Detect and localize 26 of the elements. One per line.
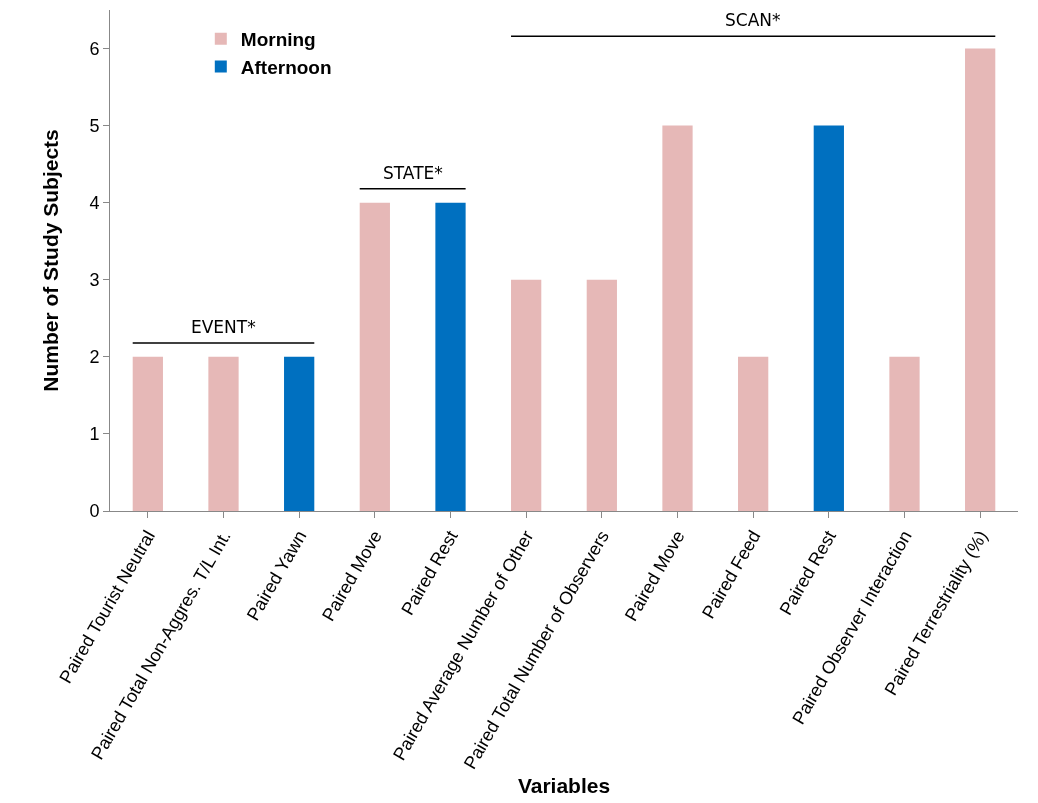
y-axis-title: Number of Study Subjects [39,129,62,392]
bar [359,202,390,511]
annotation: EVENT* [191,317,256,337]
y-tick-label: 1 [89,424,100,445]
y-tick-label: 5 [89,115,100,136]
legend-label: Morning [240,29,316,51]
y-tick-label: 6 [89,38,100,59]
bar [208,356,239,511]
bar [284,356,315,511]
bar [738,356,769,511]
bar [132,356,163,511]
bar [889,356,920,511]
bar [511,279,542,511]
y-tick-label: 0 [89,501,100,522]
bar [586,279,617,511]
y-tick-label: 3 [89,270,100,291]
bar [813,125,844,511]
annotation: SCAN* [725,10,781,30]
bar [435,202,466,511]
legend-label: Afternoon [240,56,332,78]
y-tick-label: 4 [89,192,100,213]
annotation: STATE* [383,163,443,183]
bar [965,48,996,511]
x-axis-title: Variables [517,774,611,798]
y-tick-label: 2 [89,347,100,368]
bar [662,125,693,511]
